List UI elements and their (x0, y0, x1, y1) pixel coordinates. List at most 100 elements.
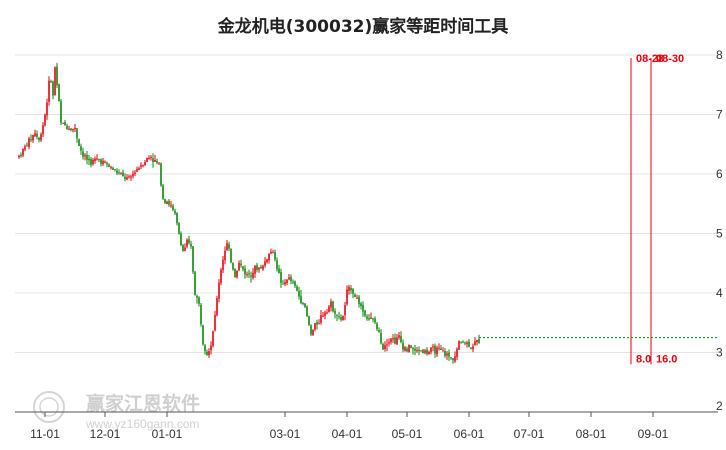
candle-body (408, 344, 410, 352)
x-tick-label: 08-01 (576, 427, 607, 441)
candle-body (330, 301, 332, 308)
candle-body (316, 322, 318, 325)
candle-body (328, 306, 330, 313)
candle-body (30, 139, 32, 141)
candle-body (444, 351, 446, 356)
candle-body (208, 351, 210, 356)
candle-body (186, 239, 188, 247)
candle-body (260, 266, 262, 269)
candle-body (426, 349, 428, 354)
candle-body (472, 346, 474, 350)
candle-body (466, 342, 468, 345)
candle-body (342, 315, 344, 321)
candle-body (450, 357, 452, 359)
candle-body (88, 158, 90, 161)
candle-body (64, 121, 66, 126)
candle-body (178, 222, 180, 234)
candle-body (160, 163, 162, 186)
y-axis-ticks: 2 3 4 5 6 7 8 (716, 48, 723, 413)
candle-body (462, 341, 464, 343)
candle-body (196, 295, 198, 298)
candle-body (380, 332, 382, 344)
candle-body (252, 272, 254, 278)
candle-body (272, 252, 274, 254)
candle-body (394, 337, 396, 344)
candle-body (126, 177, 128, 180)
candle-body (136, 169, 138, 172)
candle-body (264, 261, 266, 266)
candle-body (192, 246, 194, 272)
candle-body (142, 165, 144, 167)
candle-body (162, 185, 164, 199)
candle-body (232, 263, 234, 270)
candle-body (266, 259, 268, 263)
candle-body (180, 233, 182, 246)
candle-body (100, 159, 102, 164)
candle-body (268, 253, 270, 261)
candle-body (334, 310, 336, 314)
candle-body (322, 315, 324, 317)
candle-body (200, 304, 202, 325)
candle-body (326, 312, 328, 314)
candle-body (254, 266, 256, 274)
candle-body (434, 345, 436, 354)
candle-body (304, 303, 306, 307)
candle-body (74, 127, 76, 130)
candle-body (398, 335, 400, 338)
candle-body (182, 245, 184, 252)
y-tick-label: 4 (716, 286, 723, 300)
markers: 08-28 8.0 08-30 16.0 (479, 53, 718, 365)
candle-body (358, 296, 360, 305)
candle-body (300, 295, 302, 304)
candle-body (256, 265, 258, 271)
candle-body (340, 317, 342, 320)
candle-body (448, 352, 450, 357)
marker-count-label: 16.0 (656, 353, 677, 365)
candle-body (198, 297, 200, 304)
candle-body (50, 81, 52, 83)
candle-body (130, 176, 132, 178)
candle-body (296, 286, 298, 291)
candle-body (378, 330, 380, 332)
candle-body (390, 338, 392, 343)
y-tick-label: 8 (716, 48, 723, 62)
candle-body (318, 323, 320, 325)
watermark: 赢家江恩软件 www.yz160gann.com (33, 391, 200, 431)
candle-body (18, 155, 20, 158)
candle-body (176, 212, 178, 224)
candle-body (374, 318, 376, 323)
candle-body (154, 159, 156, 162)
candle-body (144, 162, 146, 166)
candle-body (242, 266, 244, 270)
x-tick-label: 12-01 (90, 427, 121, 441)
candle-body (20, 154, 22, 156)
candle-body (78, 139, 80, 147)
candle-body (52, 81, 54, 96)
x-axis-ticks: 11-01 12-01 01-01 03-01 04-01 05-01 06-01 07-01… (30, 412, 669, 441)
candle-body (386, 344, 388, 346)
candle-body (384, 345, 386, 350)
candle-body (354, 294, 356, 298)
candle-body (212, 331, 214, 346)
candle-body (220, 269, 222, 284)
candle-body (346, 289, 348, 305)
candle-body (290, 276, 292, 282)
y-tick-label: 7 (716, 108, 723, 122)
candle-body (114, 169, 116, 171)
candle-body (270, 251, 272, 254)
candle-body (274, 252, 276, 260)
candle-body (116, 170, 118, 174)
candle-body (382, 343, 384, 350)
candle-body (82, 151, 84, 157)
candle-body (26, 145, 28, 147)
candle-body (44, 114, 46, 126)
candle-body (376, 323, 378, 330)
candle-body (138, 167, 140, 170)
candle-body (238, 262, 240, 271)
candle-body (294, 281, 296, 286)
candle-body (110, 167, 112, 169)
candle-body (454, 356, 456, 362)
candle-body (164, 199, 166, 204)
candle-body (420, 350, 422, 352)
candle-body (402, 342, 404, 350)
